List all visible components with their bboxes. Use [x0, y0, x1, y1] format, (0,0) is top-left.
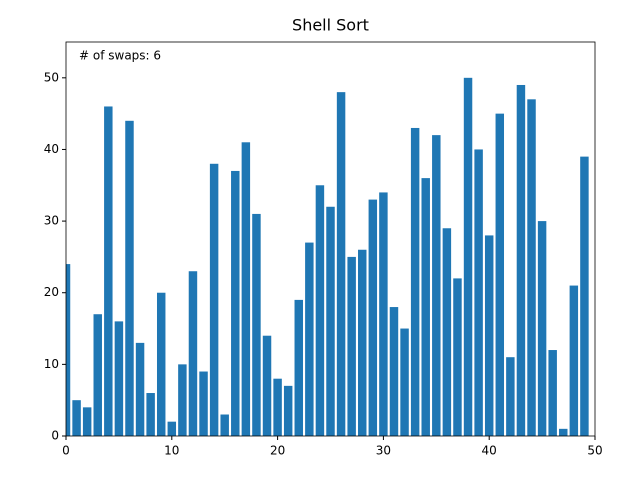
- bar: [104, 106, 113, 436]
- y-tick-label: 20: [44, 285, 59, 299]
- bar: [410, 127, 420, 436]
- bar: [569, 285, 579, 436]
- bar: [527, 99, 536, 436]
- bar: [178, 364, 187, 436]
- bar: [537, 221, 547, 436]
- bar: [463, 77, 473, 436]
- bar: [135, 342, 145, 436]
- plot-area: [66, 77, 589, 436]
- bar: [125, 120, 134, 436]
- bar: [506, 357, 515, 436]
- y-tick-label: 10: [44, 357, 59, 371]
- x-tick-label: 20: [270, 444, 285, 458]
- bar: [241, 142, 251, 436]
- bar: [495, 113, 505, 436]
- y-tick-label: 30: [44, 214, 59, 228]
- bar: [283, 385, 293, 436]
- bar: [167, 421, 177, 436]
- bar: [347, 256, 356, 436]
- bar: [326, 206, 335, 436]
- bar: [474, 149, 483, 436]
- x-tick-label: 0: [62, 444, 70, 458]
- bar: [336, 92, 346, 436]
- bar: [72, 400, 81, 436]
- bar: [315, 185, 325, 436]
- y-tick-label: 50: [44, 70, 59, 84]
- bar: [188, 271, 198, 436]
- bar: [484, 235, 494, 436]
- bar: [262, 335, 272, 436]
- bar: [252, 213, 261, 436]
- bar: [358, 249, 367, 436]
- x-tick-label: 10: [164, 444, 179, 458]
- x-tick-label: 40: [482, 444, 497, 458]
- bar: [294, 299, 303, 436]
- bar: [559, 428, 568, 436]
- chart-title: Shell Sort: [292, 16, 369, 35]
- bar: [400, 328, 409, 436]
- bar: [368, 199, 378, 436]
- bar: [580, 156, 589, 436]
- bar: [114, 321, 124, 436]
- bar: [421, 178, 430, 436]
- bar: [209, 163, 219, 436]
- bar: [516, 84, 526, 436]
- annotation: # of swaps: 6: [79, 49, 161, 63]
- bar: [305, 242, 314, 436]
- bar: [146, 393, 155, 436]
- x-tick-label: 50: [587, 444, 602, 458]
- bar: [82, 407, 92, 436]
- y-tick-label: 40: [44, 142, 59, 156]
- y-tick-label: 0: [51, 429, 59, 443]
- bar: [442, 228, 452, 436]
- axes-frame: [65, 41, 596, 437]
- bar: [389, 307, 399, 436]
- x-tick-label: 30: [376, 444, 391, 458]
- bar: [93, 314, 102, 436]
- bar: [273, 378, 282, 436]
- bar: [156, 292, 166, 436]
- bar: [220, 414, 229, 436]
- bar: [453, 278, 462, 436]
- bar: [66, 264, 71, 436]
- bar: [231, 170, 240, 436]
- bar: [199, 371, 208, 436]
- bar: [548, 350, 557, 436]
- bar: [379, 192, 388, 436]
- bar: [432, 135, 441, 436]
